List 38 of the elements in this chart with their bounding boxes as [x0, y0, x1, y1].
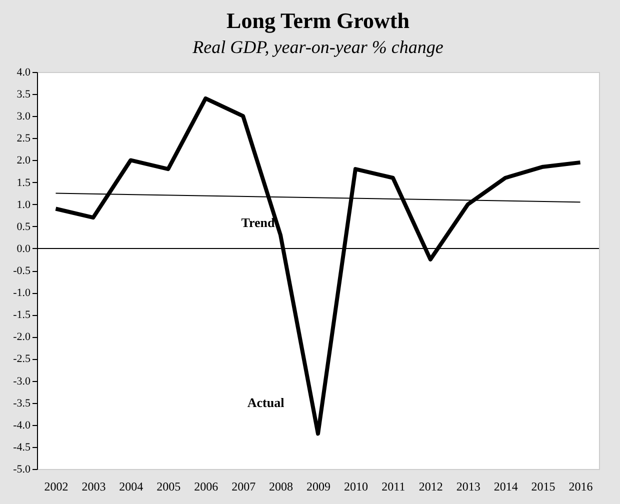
y-tick-label: 0.5: [16, 220, 31, 233]
x-tick-label: 2003: [82, 480, 106, 494]
y-tick-label: -1.5: [13, 309, 31, 322]
x-tick-label: 2009: [306, 480, 330, 494]
annotation: Trend: [241, 215, 276, 230]
y-tick-label: -0.5: [13, 265, 31, 277]
x-tick-label: 2014: [494, 480, 518, 494]
y-tick-label: 2.0: [16, 154, 31, 167]
y-tick-label: -3.0: [13, 375, 31, 388]
y-tick-label: -1.0: [13, 287, 31, 300]
x-tick-label: 2010: [344, 480, 368, 494]
y-tick-label: 0.0: [16, 242, 31, 255]
y-tick-label: -2.0: [13, 331, 31, 344]
chart-subtitle: Real GDP, year-on-year % change: [192, 37, 444, 57]
x-tick-label: 2011: [382, 480, 406, 494]
x-tick-label: 2004: [119, 480, 144, 494]
y-tick-label: 1.0: [16, 198, 31, 211]
y-tick-label: -5.0: [13, 464, 31, 476]
x-tick-label: 2007: [232, 480, 256, 494]
y-tick-label: 1.5: [16, 176, 31, 189]
x-tick-label: 2002: [44, 480, 68, 494]
y-tick-label: -2.5: [13, 353, 31, 366]
x-tick-label: 2005: [156, 480, 181, 494]
x-tick-label: 2016: [568, 480, 593, 494]
x-tick-label: 2013: [456, 480, 480, 494]
y-tick-label: -3.5: [13, 397, 31, 410]
x-tick-label: 2008: [269, 480, 294, 494]
y-tick-label: 3.0: [16, 110, 31, 123]
y-tick-label: 4.0: [16, 66, 31, 78]
chart-title: Long Term Growth: [226, 8, 410, 33]
annotation: Actual: [247, 395, 285, 410]
x-tick-label: 2006: [194, 480, 218, 494]
x-tick-label: 2012: [418, 480, 443, 494]
y-tick-label: -4.0: [13, 419, 31, 432]
y-tick-label: 3.5: [16, 88, 31, 101]
y-tick-label: -4.5: [13, 441, 31, 454]
x-tick-label: 2015: [531, 480, 556, 494]
y-tick-label: 2.5: [16, 132, 31, 145]
